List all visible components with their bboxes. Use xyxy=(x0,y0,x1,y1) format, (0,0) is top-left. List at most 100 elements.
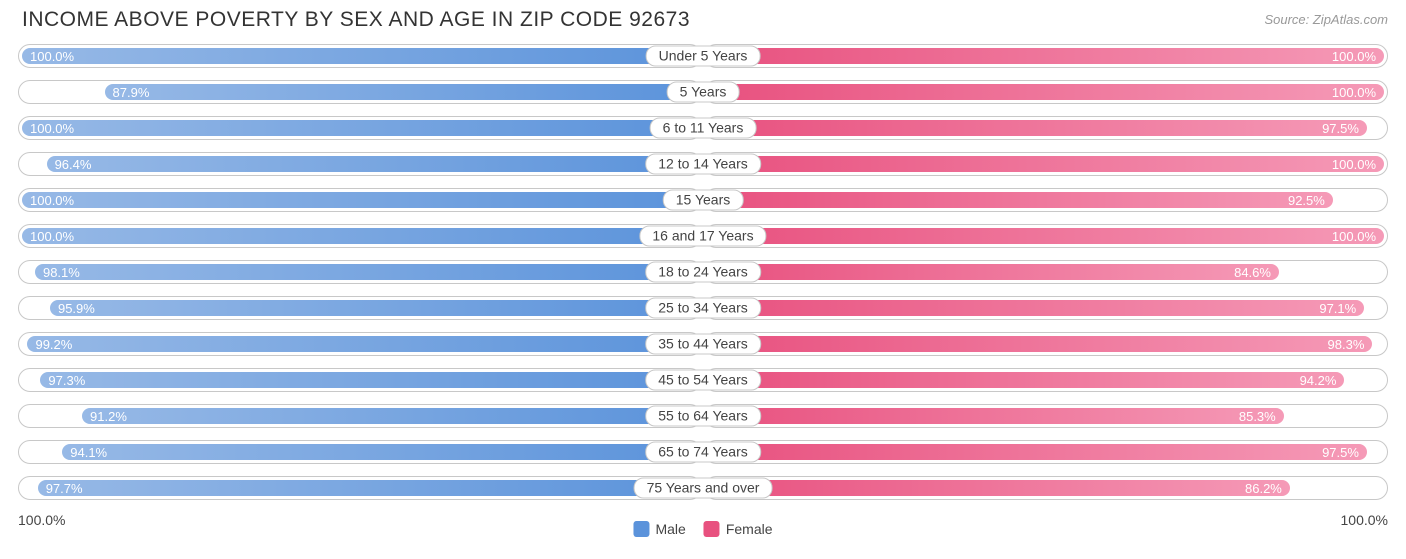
chart-row: 100.0%100.0%Under 5 Years xyxy=(18,44,1388,68)
bar-male: 94.1% xyxy=(62,444,698,460)
track-female: 86.2% xyxy=(704,476,1388,500)
chart-row: 97.3% 94.2% 45 to 54 Years xyxy=(18,368,1388,392)
value-male: 96.4% xyxy=(47,156,100,172)
value-female: 84.6% xyxy=(1226,264,1279,280)
category-label: 12 to 14 Years xyxy=(645,154,761,175)
bar-female: 100.0% xyxy=(708,156,1384,172)
bar-male: 99.2% xyxy=(27,336,698,352)
track-male: 94.1% xyxy=(18,440,702,464)
bar-female: 97.1% xyxy=(708,300,1364,316)
track-male: 98.1% xyxy=(18,260,702,284)
category-label: 25 to 34 Years xyxy=(645,298,761,319)
bar-male: 95.9% xyxy=(50,300,698,316)
chart-row: 96.4% 100.0%12 to 14 Years xyxy=(18,152,1388,176)
value-female: 97.1% xyxy=(1311,300,1364,316)
value-male: 94.1% xyxy=(62,444,115,460)
track-male: 95.9% xyxy=(18,296,702,320)
value-male: 87.9% xyxy=(105,84,158,100)
track-male: 87.9% xyxy=(18,80,702,104)
chart-row: 98.1% 84.6% 18 to 24 Years xyxy=(18,260,1388,284)
bar-male: 97.7% xyxy=(38,480,698,496)
chart-row: 95.9% 97.1% 25 to 34 Years xyxy=(18,296,1388,320)
bar-male: 100.0% xyxy=(22,120,698,136)
track-female: 97.5% xyxy=(704,440,1388,464)
value-male: 97.7% xyxy=(38,480,91,496)
track-male: 91.2% xyxy=(18,404,702,428)
bar-female: 100.0% xyxy=(708,228,1384,244)
category-label: 15 Years xyxy=(663,190,744,211)
value-male: 99.2% xyxy=(27,336,80,352)
legend: Male Female xyxy=(633,521,772,537)
category-label: 6 to 11 Years xyxy=(650,118,757,139)
track-male: 96.4% xyxy=(18,152,702,176)
bar-female: 85.3% xyxy=(708,408,1284,424)
chart-row: 99.2% 98.3% 35 to 44 Years xyxy=(18,332,1388,356)
axis-tick-right: 100.0% xyxy=(1341,512,1388,528)
legend-item-female: Female xyxy=(704,521,773,537)
value-female: 94.2% xyxy=(1292,372,1345,388)
bar-female: 92.5% xyxy=(708,192,1333,208)
bar-female: 84.6% xyxy=(708,264,1279,280)
value-female: 85.3% xyxy=(1231,408,1284,424)
value-female: 100.0% xyxy=(1324,48,1384,64)
category-label: 45 to 54 Years xyxy=(645,370,761,391)
category-label: 16 and 17 Years xyxy=(639,226,766,247)
swatch-male xyxy=(633,521,649,537)
track-female: 100.0% xyxy=(704,224,1388,248)
track-male: 100.0% xyxy=(18,188,702,212)
value-female: 97.5% xyxy=(1314,444,1367,460)
value-male: 97.3% xyxy=(40,372,93,388)
chart-row: 100.0% 97.5% 6 to 11 Years xyxy=(18,116,1388,140)
track-female: 94.2% xyxy=(704,368,1388,392)
chart-row: 97.7% 86.2%75 Years and over xyxy=(18,476,1388,500)
bar-female: 86.2% xyxy=(708,480,1290,496)
value-male: 98.1% xyxy=(35,264,88,280)
category-label: 18 to 24 Years xyxy=(645,262,761,283)
chart-row: 87.9% 100.0% 5 Years xyxy=(18,80,1388,104)
value-female: 97.5% xyxy=(1314,120,1367,136)
track-female: 100.0% xyxy=(704,80,1388,104)
track-female: 92.5% xyxy=(704,188,1388,212)
track-female: 84.6% xyxy=(704,260,1388,284)
chart-row: 94.1% 97.5% 65 to 74 Years xyxy=(18,440,1388,464)
track-female: 100.0% xyxy=(704,44,1388,68)
category-label: 5 Years xyxy=(667,82,740,103)
value-male: 100.0% xyxy=(22,192,82,208)
diverging-bar-chart: 100.0%100.0%Under 5 Years87.9%100.0%5 Ye… xyxy=(18,44,1388,513)
bar-female: 97.5% xyxy=(708,120,1367,136)
bar-male: 96.4% xyxy=(47,156,698,172)
category-label: 55 to 64 Years xyxy=(645,406,761,427)
swatch-female xyxy=(704,521,720,537)
bar-female: 94.2% xyxy=(708,372,1344,388)
chart-row: 100.0% 92.5% 15 Years xyxy=(18,188,1388,212)
chart-row: 91.2% 85.3% 55 to 64 Years xyxy=(18,404,1388,428)
category-label: 75 Years and over xyxy=(634,478,773,499)
value-male: 91.2% xyxy=(82,408,135,424)
category-label: 65 to 74 Years xyxy=(645,442,761,463)
bar-male: 97.3% xyxy=(40,372,698,388)
legend-label-male: Male xyxy=(655,521,685,537)
value-female: 92.5% xyxy=(1280,192,1333,208)
bar-male: 87.9% xyxy=(105,84,698,100)
track-male: 97.7% xyxy=(18,476,702,500)
track-female: 97.5% xyxy=(704,116,1388,140)
track-female: 85.3% xyxy=(704,404,1388,428)
track-male: 100.0% xyxy=(18,224,702,248)
track-female: 97.1% xyxy=(704,296,1388,320)
value-female: 98.3% xyxy=(1320,336,1373,352)
category-label: Under 5 Years xyxy=(646,46,761,67)
axis-tick-left: 100.0% xyxy=(18,512,65,528)
bar-female: 100.0% xyxy=(708,48,1384,64)
value-female: 100.0% xyxy=(1324,84,1384,100)
track-male: 99.2% xyxy=(18,332,702,356)
bar-female: 98.3% xyxy=(708,336,1372,352)
track-female: 100.0% xyxy=(704,152,1388,176)
bar-male: 91.2% xyxy=(82,408,698,424)
legend-label-female: Female xyxy=(726,521,773,537)
bar-male: 100.0% xyxy=(22,48,698,64)
bar-male: 100.0% xyxy=(22,228,698,244)
category-label: 35 to 44 Years xyxy=(645,334,761,355)
value-male: 100.0% xyxy=(22,228,82,244)
chart-title: INCOME ABOVE POVERTY BY SEX AND AGE IN Z… xyxy=(22,8,690,32)
value-male: 100.0% xyxy=(22,120,82,136)
